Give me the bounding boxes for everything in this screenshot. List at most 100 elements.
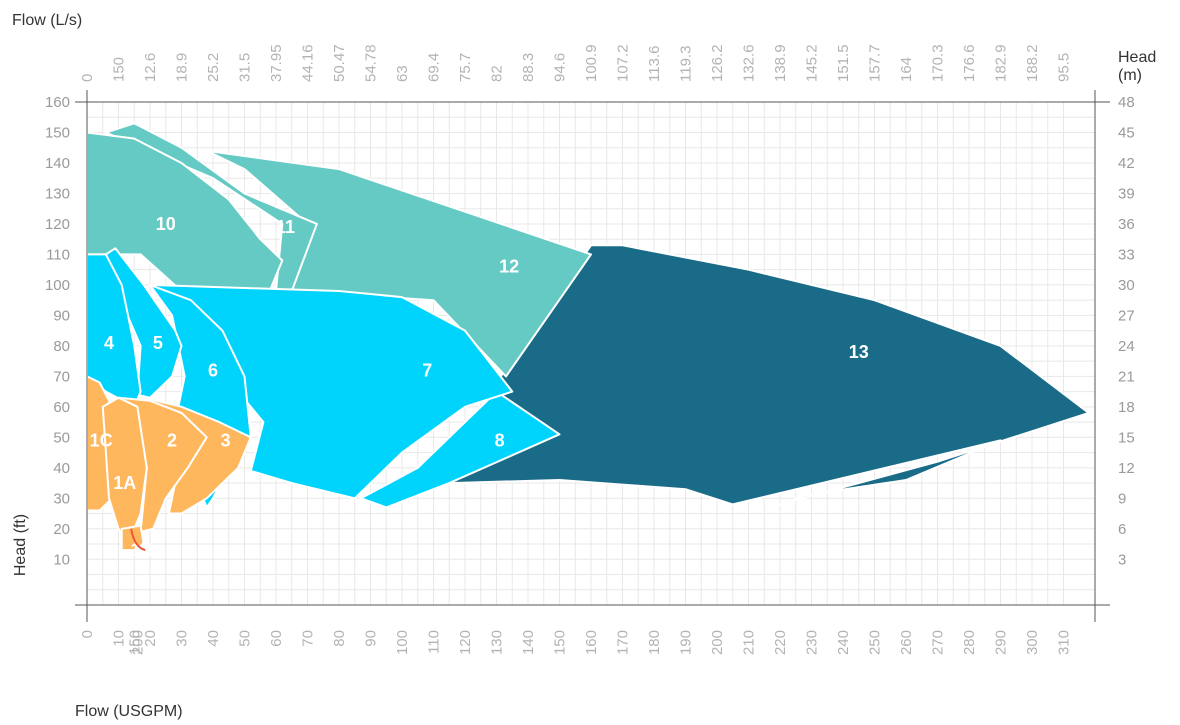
x-tick-bottom: 120 [457,630,474,655]
x-tick-top: 113.6 [646,46,663,82]
x-tick-top: 18.9 [174,53,191,82]
zone-label-6: 6 [208,360,218,380]
y-tick-right: 30 [1118,277,1135,294]
x-tick-top: 37.95 [268,44,285,82]
y-tick-right: 6 [1118,521,1126,538]
y-tick-left: 60 [53,399,70,416]
x-tick-top: 151.5 [835,44,852,82]
x-tick-bottom: 70 [300,630,317,647]
x-axis-title-bottom: Flow (USGPM) [75,703,183,720]
x-tick-top: 44.16 [300,44,317,82]
x-tick-bottom: 40 [205,630,222,647]
y-tick-left: 70 [53,368,70,385]
x-tick-bottom: 30 [174,630,191,647]
x-tick-top: 188.2 [1024,44,1041,82]
zone-label-12: 12 [499,257,519,277]
zone-label-8: 8 [495,430,505,450]
x-tick-top: 107.2 [615,44,632,82]
x-tick-top: 12.6 [142,53,159,82]
y-tick-left: 10 [53,551,70,568]
y-tick-left: 160 [45,94,70,111]
x-tick-bottom: 220 [772,630,789,655]
y-tick-right: 12 [1118,460,1135,477]
y-tick-left: 80 [53,338,70,355]
x-tick-bottom: 100 [394,630,411,655]
x-tick-top: 157.7 [867,44,884,82]
x-tick-top: 94.6 [552,53,569,82]
x-tick-bottom: 280 [961,630,978,655]
y-tick-right: 9 [1118,490,1126,507]
zone-13 [448,244,1090,506]
x-tick-bottom: 270 [930,630,947,655]
x-tick-bottom: 240 [835,630,852,655]
x-tick-top: 126.2 [709,44,726,82]
y-axis-title-right: Head [1118,49,1156,66]
y-axis-title-right-unit: (m) [1118,67,1142,84]
x-tick-bottom: 310 [1056,630,1073,655]
x-tick-top: 145.2 [804,44,821,82]
zone-label-11: 11 [276,217,295,237]
x-tick-bottom: 180 [646,630,663,655]
y-tick-left: 40 [53,460,70,477]
x-tick-top: 25.2 [205,53,222,82]
x-tick-top: 132.6 [741,44,758,82]
x-tick-bottom: 190 [678,630,695,655]
zone-label-2: 2 [167,430,177,450]
zone-label-3: 3 [221,430,231,450]
x-tick-bottom: 90 [363,630,380,647]
y-tick-right: 18 [1118,399,1135,416]
x-tick-bottom: 210 [741,630,758,655]
x-tick-bottom: 260 [898,630,915,655]
x-tick-top: 95.5 [1056,53,1073,82]
x-tick-top: 75.7 [457,53,474,82]
y-tick-right: 45 [1118,124,1135,141]
x-tick-bottom: 290 [993,630,1010,655]
y-tick-left: 120 [45,216,70,233]
x-tick-bottom: 150 [552,630,569,655]
y-tick-right: 36 [1118,216,1135,233]
x-tick-bottom-overlap: 150 [126,630,143,655]
x-tick-bottom: 50 [237,630,254,647]
y-tick-right: 3 [1118,551,1126,568]
x-tick-top: 150 [111,57,128,82]
y-tick-left: 50 [53,429,70,446]
x-tick-top: 31.5 [237,53,254,82]
x-tick-top: 69.4 [426,53,443,82]
x-tick-top: 54.78 [363,44,380,82]
x-tick-bottom: 130 [489,630,506,655]
zone-label-7: 7 [422,360,432,380]
y-tick-left: 30 [53,490,70,507]
y-tick-right: 21 [1118,368,1135,385]
y-tick-left: 110 [46,246,70,263]
y-tick-right: 27 [1118,307,1135,324]
x-tick-top: 164 [898,57,915,82]
x-tick-bottom: 250 [867,630,884,655]
x-tick-bottom: 60 [268,630,285,647]
x-tick-top: 0 [79,74,96,82]
x-tick-bottom: 110 [426,630,443,654]
x-tick-bottom: 300 [1024,630,1041,655]
x-tick-top: 63 [394,65,411,82]
x-tick-bottom: 80 [331,630,348,647]
x-tick-top: 138.9 [772,44,789,82]
x-tick-top: 50.47 [331,44,348,82]
zone-label-10: 10 [156,214,176,234]
y-axis-title-left: Head (ft) [12,514,29,576]
y-tick-right: 39 [1118,185,1135,202]
x-tick-bottom: 230 [804,630,821,655]
x-tick-bottom: 140 [520,630,537,655]
y-tick-right: 15 [1118,429,1135,446]
x-tick-top: 88.3 [520,53,537,82]
y-tick-left: 140 [45,155,70,172]
x-tick-bottom: 160 [583,630,600,655]
zone-label-1A: 1A [113,473,136,493]
x-tick-bottom: 0 [79,630,96,638]
x-tick-bottom-overlap: 200 [129,630,146,655]
x-tick-top: 170.3 [930,44,947,82]
y-tick-left: 20 [53,521,70,538]
x-tick-bottom: 170 [615,630,632,655]
zone-label-1C: 1C [90,430,113,450]
y-tick-right: 33 [1118,246,1135,263]
x-tick-bottom: 10 [111,630,128,647]
